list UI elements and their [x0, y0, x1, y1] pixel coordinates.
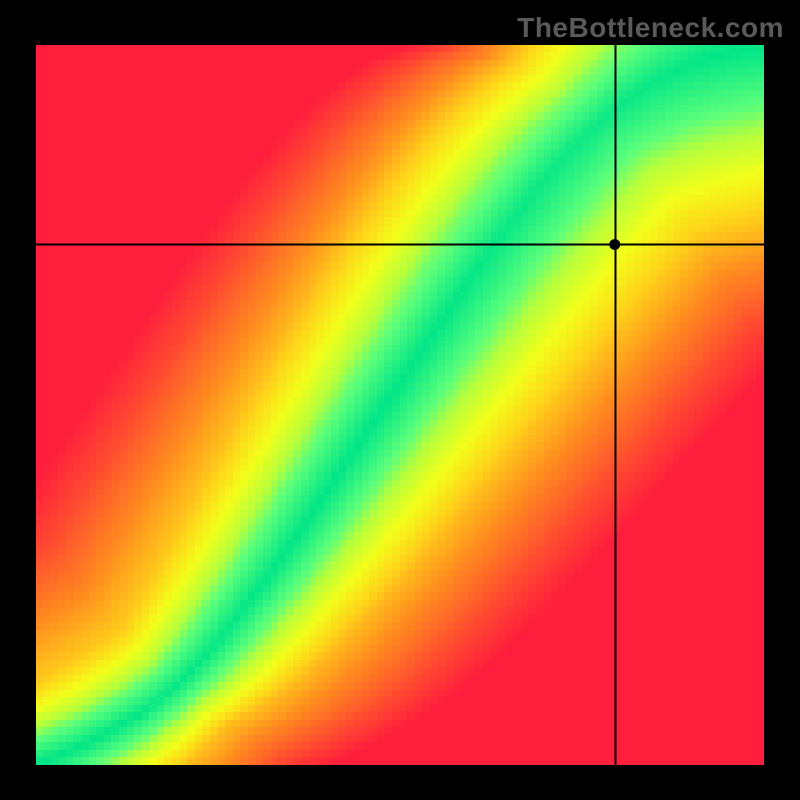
- chart-frame: TheBottleneck.com: [0, 0, 800, 800]
- bottleneck-heatmap: [36, 45, 764, 765]
- watermark-label: TheBottleneck.com: [517, 12, 784, 44]
